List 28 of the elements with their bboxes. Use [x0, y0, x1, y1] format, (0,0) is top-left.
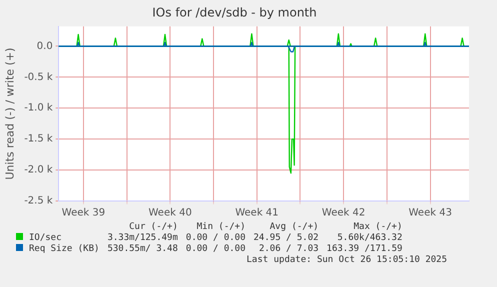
y-axis-title: Units read (-) / write (+) [3, 48, 16, 180]
text: 2.06 / 7.03 [258, 244, 320, 255]
text: Cur (-/+) [128, 222, 179, 233]
y-tick-label: -0.5 k [24, 72, 53, 83]
text: 530.55m/ 3.48 [106, 244, 179, 255]
text: 3.33m/125.49m [106, 233, 179, 244]
y-tick-label: -1.0 k [24, 102, 53, 114]
y-tick-label: -2.5 k [24, 196, 53, 207]
text: Avg (-/+) [268, 222, 320, 233]
x-tick-label: Week 39 [62, 208, 106, 219]
text: Last update: Sun Oct 26 15:05:10 2025 [246, 255, 447, 266]
text: 163.39 /171.59 [326, 244, 404, 255]
x-tick-label: Week 41 [235, 208, 279, 219]
text: Max (-/+) [352, 222, 404, 233]
legend-label: IO/sec [28, 233, 63, 244]
x-tick-label: Week 40 [148, 208, 192, 219]
text: Min (-/+) [196, 222, 247, 233]
text: 5.60k/463.32 [336, 233, 404, 244]
y-tick-label: 0.0 [36, 40, 53, 52]
legend-label: Req Size (KB) [28, 244, 100, 255]
x-tick-label: Week 42 [322, 208, 366, 219]
text: 0.00 / 0.00 [184, 233, 247, 244]
x-tick-label: Week 43 [408, 208, 452, 219]
y-tick-label: -1.5 k [24, 134, 53, 145]
text: 0.00 / 0.00 [184, 244, 247, 255]
y-tick-label: -2.0 k [24, 164, 53, 176]
text: 24.95 / 5.02 [252, 233, 320, 244]
chart-title: IOs for /dev/sdb - by month [152, 5, 317, 20]
